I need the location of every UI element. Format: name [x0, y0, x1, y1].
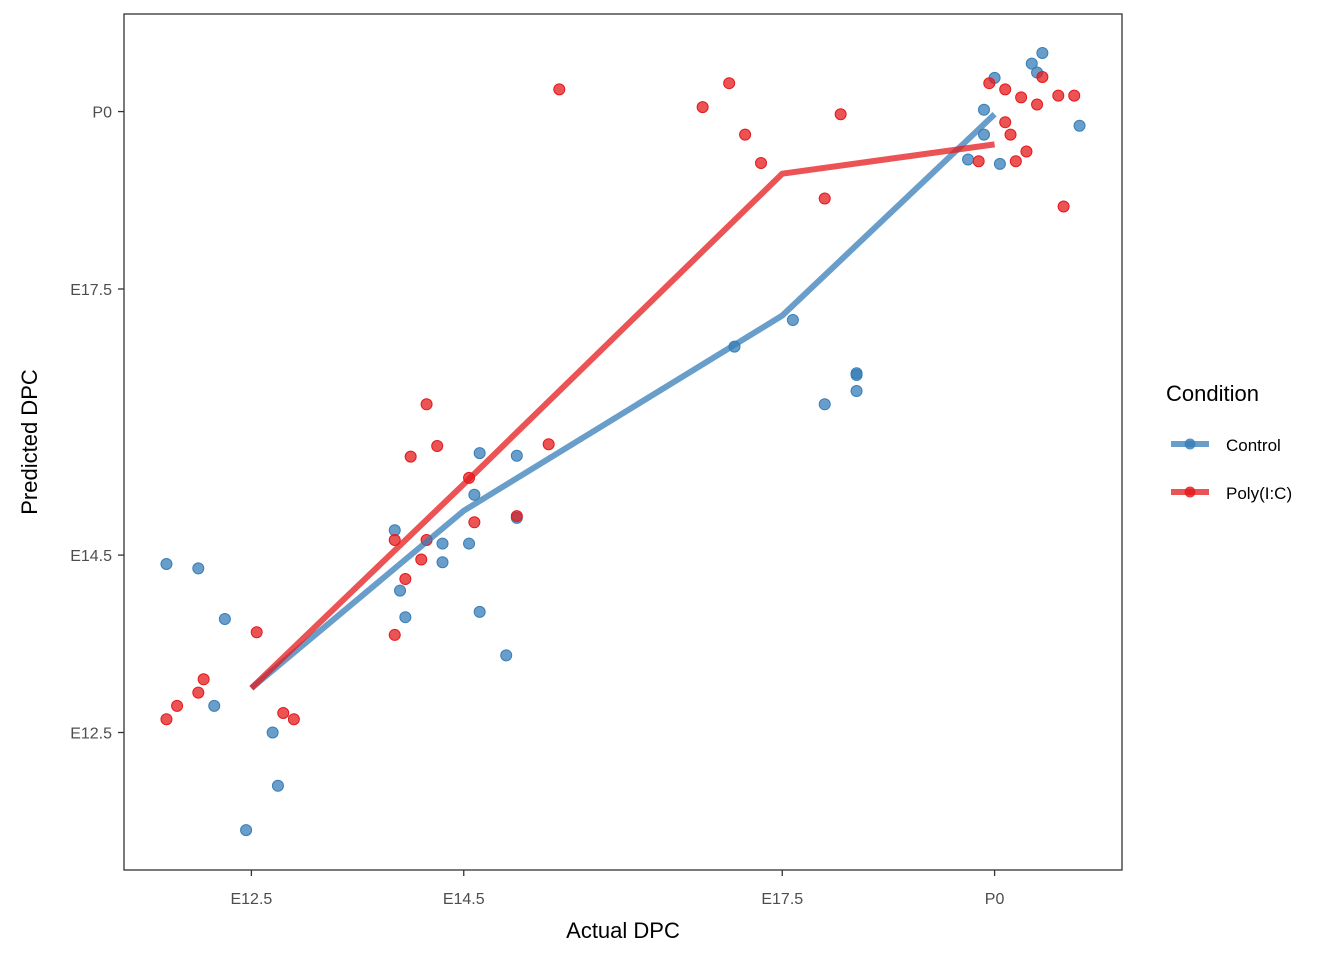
trend-lines [249, 112, 997, 691]
point-poly-i-c [553, 83, 566, 96]
legend-key-point-poly-i-c [1184, 486, 1196, 498]
y-tick-label: E17.5 [70, 282, 112, 299]
x-axis-title: Actual DPC [566, 918, 680, 943]
point-poly-i-c [399, 573, 412, 586]
point-control [977, 103, 990, 116]
point-poly-i-c [999, 116, 1012, 129]
point-control [850, 367, 863, 380]
legend: Condition Control Poly(I:C) [1166, 381, 1292, 503]
point-poly-i-c [1057, 200, 1070, 213]
point-poly-i-c [171, 699, 184, 712]
point-control [993, 157, 1006, 170]
point-control [463, 537, 476, 550]
point-poly-i-c [983, 77, 996, 90]
legend-title: Condition [1166, 381, 1259, 406]
point-poly-i-c [1009, 155, 1022, 168]
point-control [218, 612, 231, 625]
point-control [818, 398, 831, 411]
data-points [160, 47, 1086, 837]
point-control [271, 779, 284, 792]
legend-label-poly-i-c: Poly(I:C) [1226, 484, 1292, 503]
point-poly-i-c [739, 128, 752, 141]
point-poly-i-c [197, 673, 210, 686]
point-control [240, 824, 253, 837]
x-tick-label: E12.5 [230, 891, 272, 908]
point-control [1025, 57, 1038, 70]
point-control [394, 584, 407, 597]
point-control [1073, 119, 1086, 132]
point-control [160, 557, 173, 570]
x-axis-ticks: E12.5 E14.5 E17.5 P0 [230, 870, 1004, 908]
point-poly-i-c [510, 510, 523, 523]
point-poly-i-c [1036, 70, 1049, 83]
legend-key-point-control [1184, 438, 1196, 450]
point-control [977, 128, 990, 141]
point-control [473, 447, 486, 460]
y-axis-ticks: E12.5 E14.5 E17.5 P0 [70, 105, 124, 743]
point-control [436, 556, 449, 569]
point-control [399, 611, 412, 624]
point-control [962, 153, 975, 166]
point-poly-i-c [972, 155, 985, 168]
y-tick-label: E12.5 [70, 726, 112, 743]
point-poly-i-c [1031, 98, 1044, 111]
point-control [436, 537, 449, 550]
point-poly-i-c [1052, 89, 1065, 102]
point-poly-i-c [999, 83, 1012, 96]
point-control [468, 488, 481, 501]
point-poly-i-c [420, 398, 433, 411]
point-control [473, 605, 486, 618]
x-tick-label: E17.5 [761, 891, 803, 908]
point-poly-i-c [192, 686, 205, 699]
point-poly-i-c [287, 713, 300, 726]
point-poly-i-c [431, 439, 444, 452]
x-tick-label: P0 [985, 891, 1005, 908]
y-tick-label: P0 [92, 105, 112, 122]
y-tick-label: E14.5 [70, 548, 112, 565]
point-poly-i-c [404, 450, 417, 463]
point-poly-i-c [277, 706, 290, 719]
point-control [500, 649, 513, 662]
x-tick-label: E14.5 [443, 891, 485, 908]
point-poly-i-c [755, 157, 768, 170]
point-control [786, 314, 799, 327]
point-control [510, 449, 523, 462]
point-poly-i-c [415, 553, 428, 566]
point-poly-i-c [542, 438, 555, 451]
point-poly-i-c [160, 713, 173, 726]
point-control [1036, 47, 1049, 60]
point-control [266, 726, 279, 739]
point-poly-i-c [723, 77, 736, 90]
y-axis-title: Predicted DPC [17, 369, 42, 515]
point-poly-i-c [388, 534, 401, 547]
point-control [850, 384, 863, 397]
point-control [208, 699, 221, 712]
point-control [192, 562, 205, 575]
point-poly-i-c [834, 108, 847, 121]
trend-line-poly-i-c [249, 141, 996, 691]
point-poly-i-c [1020, 145, 1033, 158]
plot-panel [123, 13, 1123, 871]
trend-line-control [249, 112, 997, 691]
point-poly-i-c [1068, 89, 1081, 102]
point-poly-i-c [818, 192, 831, 205]
point-poly-i-c [250, 626, 263, 639]
point-poly-i-c [1015, 91, 1028, 104]
point-poly-i-c [468, 516, 481, 529]
point-poly-i-c [388, 628, 401, 641]
point-poly-i-c [1004, 128, 1017, 141]
legend-label-control: Control [1226, 436, 1281, 455]
point-poly-i-c [696, 101, 709, 114]
